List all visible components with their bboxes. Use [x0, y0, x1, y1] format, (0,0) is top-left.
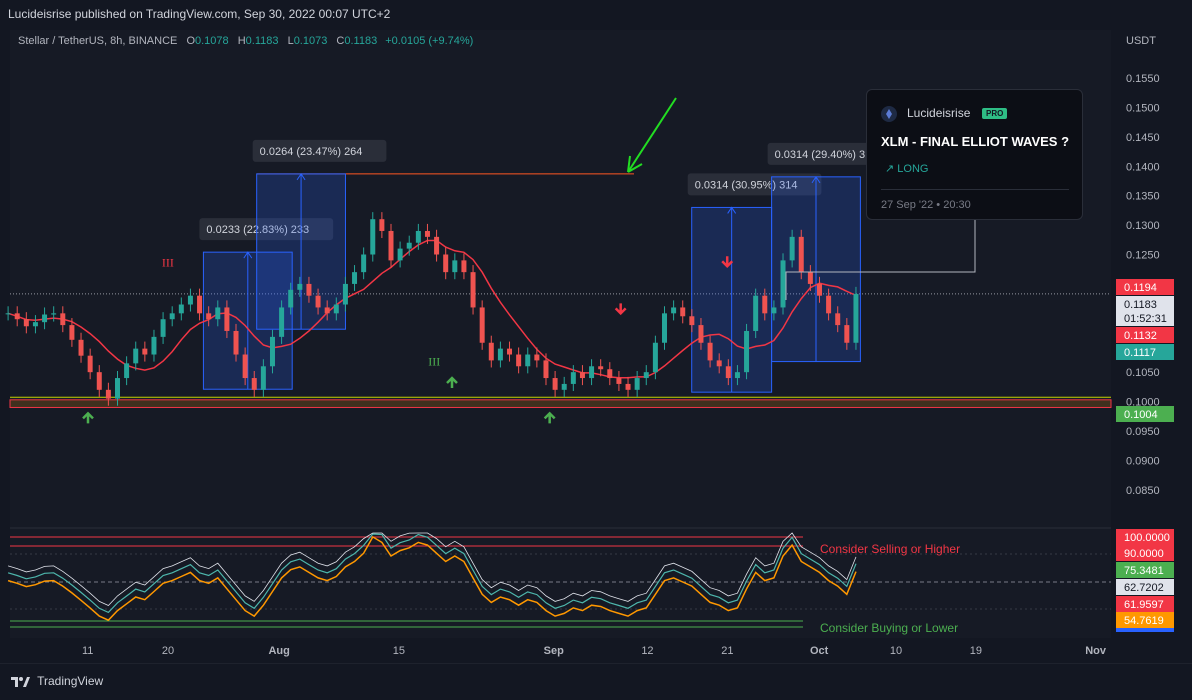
x-tick-label-4: Sep	[544, 645, 564, 657]
price-axis-panel[interactable]	[1111, 30, 1192, 638]
author-avatar	[881, 106, 897, 122]
symbol-name[interactable]: Stellar / TetherUS, 8h, BINANCE	[18, 35, 178, 47]
stellar-logo-icon	[886, 109, 892, 119]
x-tick-label-6: 21	[721, 645, 733, 657]
x-tick-label-5: 12	[641, 645, 653, 657]
author-name[interactable]: Lucideisrise	[907, 106, 971, 120]
high-value: 0.1183	[245, 35, 279, 47]
direction-label: ↗ LONG	[885, 162, 928, 175]
pro-badge: PRO	[982, 108, 1008, 119]
symbol-legend: Stellar / TetherUS, 8h, BINANCE O0.1078 …	[18, 35, 473, 47]
low-value: 0.1073	[293, 35, 328, 47]
tradingview-logo-icon	[11, 676, 30, 687]
x-tick-label-2: Aug	[268, 645, 289, 657]
direction-text: LONG	[897, 163, 929, 175]
x-tick-label-0: 11	[82, 645, 93, 657]
open-value: 0.1078	[195, 35, 229, 47]
x-tick-label-1: 20	[162, 645, 174, 657]
arrow-up-right-icon: ↗	[885, 163, 895, 175]
x-tick-label-9: 19	[970, 645, 982, 657]
x-tick-label-7: Oct	[810, 645, 829, 657]
tradingview-brand[interactable]: TradingView	[10, 674, 103, 688]
idea-title[interactable]: XLM - FINAL ELLIOT WAVES ?	[881, 134, 1070, 149]
high-key: H	[237, 35, 246, 47]
footer-bar	[0, 663, 1192, 700]
card-divider	[881, 189, 1069, 190]
open-key: O	[186, 35, 195, 47]
low-key: L	[287, 35, 294, 47]
x-tick-label-10: Nov	[1085, 645, 1107, 657]
close-key: C	[336, 35, 345, 47]
change-value: +0.0105 (+9.74%)	[385, 35, 474, 47]
x-tick-label-3: 15	[393, 645, 405, 657]
idea-card[interactable]: Lucideisrise PRO XLM - FINAL ELLIOT WAVE…	[866, 89, 1083, 220]
publish-header: Lucideisrise published on TradingView.co…	[0, 0, 1192, 28]
publish-header-text: Lucideisrise published on TradingView.co…	[8, 7, 391, 21]
brand-text: TradingView	[37, 674, 104, 688]
idea-date: 27 Sep '22 • 20:30	[881, 199, 971, 211]
x-tick-label-8: 10	[890, 645, 902, 657]
close-value: 0.1183	[344, 35, 378, 47]
